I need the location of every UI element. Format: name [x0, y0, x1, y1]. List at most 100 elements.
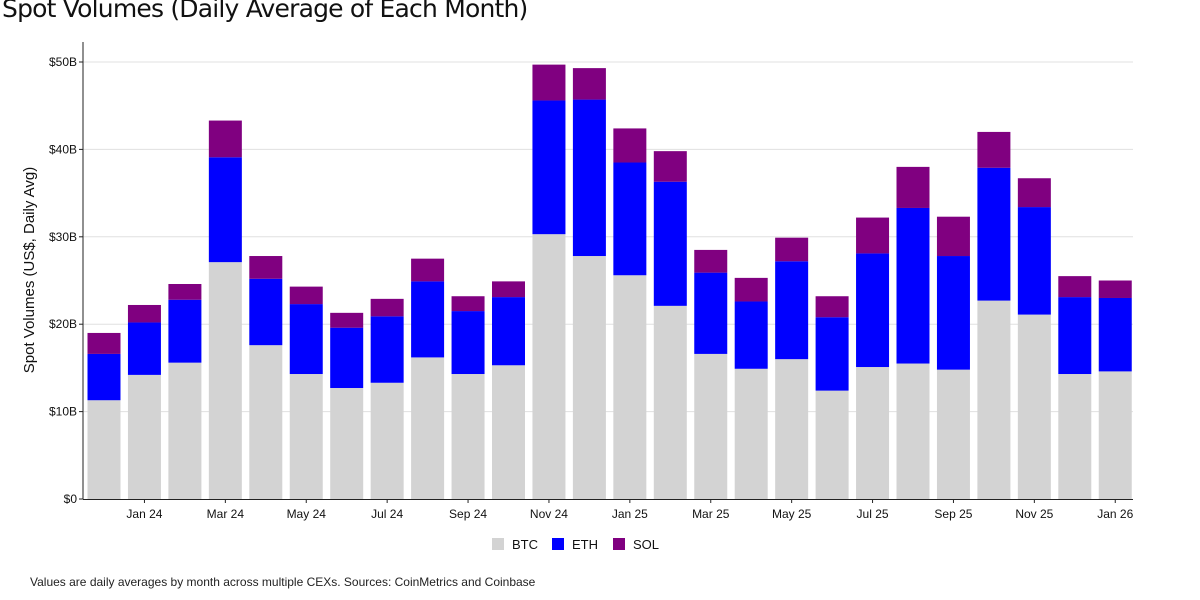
bar-stack [977, 131, 1011, 499]
y-tick-label: $20B [49, 317, 77, 331]
bar-sol [572, 68, 606, 100]
bar-btc [1098, 371, 1132, 499]
bar-stack [370, 298, 404, 499]
bar-eth [451, 311, 485, 375]
bar-btc [168, 362, 202, 499]
bar-stack [694, 249, 728, 499]
bar-eth [1058, 297, 1092, 375]
x-tick-label: May 25 [772, 507, 812, 521]
bar-stack [249, 256, 283, 499]
y-tick-label: $30B [49, 230, 77, 244]
bar-stack [168, 283, 202, 499]
bar-sol [492, 281, 525, 298]
legend-swatch [492, 538, 504, 550]
legend-swatch [552, 538, 564, 550]
bar-btc [815, 390, 849, 499]
y-tick-labels: $0 $10B $20B $30B $40B $50B [49, 55, 83, 506]
legend-label: BTC [512, 537, 538, 552]
y-tick-label: $0 [64, 492, 78, 506]
bar-sol [694, 249, 728, 273]
bar-eth [694, 272, 728, 354]
legend-item-eth: ETH [552, 537, 598, 552]
bar-stack [613, 128, 647, 499]
bar-btc [734, 368, 768, 499]
bar-btc [249, 345, 283, 499]
x-tick-label: Mar 25 [692, 507, 730, 521]
bar-eth [775, 261, 809, 360]
bar-btc [492, 365, 525, 499]
source-footnote: Values are daily averages by month acros… [30, 575, 536, 589]
bar-eth [249, 278, 283, 346]
bar-eth [411, 281, 445, 358]
x-tick-labels: Jan 24 Mar 24 May 24 Jul 24 Sep 24 Nov 24 Jan … [126, 499, 1134, 521]
bar-stack [411, 258, 445, 499]
bar-btc [936, 369, 970, 499]
y-tick-label: $50B [49, 55, 77, 69]
x-tick-label: Jan 26 [1097, 507, 1133, 521]
bar-btc [694, 353, 728, 499]
x-tick-label: Nov 24 [530, 507, 568, 521]
bar-btc [1017, 314, 1051, 499]
bar-sol [532, 64, 566, 101]
bar-sol [208, 120, 242, 158]
bar-eth [653, 181, 687, 306]
bar-stack [775, 237, 809, 499]
bar-sol [653, 151, 687, 182]
bar-btc [613, 275, 647, 499]
bar-stack [896, 166, 930, 499]
bar-stack [127, 304, 161, 499]
bar-sol [168, 283, 202, 300]
bar-sol [411, 258, 445, 282]
legend-label: ETH [572, 537, 598, 552]
bar-btc [977, 300, 1011, 499]
bar-sol [451, 296, 485, 312]
bar-sol [936, 216, 970, 257]
legend-item-btc: BTC [492, 537, 538, 552]
chart-title: Spot Volumes (Daily Average of Each Mont… [2, 0, 528, 23]
x-tick-label: Jul 25 [857, 507, 889, 521]
bar-stack [532, 64, 566, 500]
bar-stack [87, 332, 121, 499]
legend-swatch [613, 538, 625, 550]
bar-stack [653, 151, 687, 499]
bar-stack [936, 216, 970, 499]
bar-btc [289, 374, 323, 499]
legend-item-sol: SOL [613, 537, 659, 552]
bar-btc [330, 388, 364, 499]
bar-sol [1098, 280, 1132, 298]
bar-stack [815, 296, 849, 499]
bar-stack [1017, 178, 1051, 499]
legend-label: SOL [633, 537, 659, 552]
y-tick-label: $10B [49, 405, 77, 419]
bar-stack [208, 120, 242, 499]
bar-sol [977, 131, 1011, 168]
bar-stack [451, 296, 485, 499]
x-tick-label: Mar 24 [207, 507, 245, 521]
bar-eth [1017, 207, 1051, 315]
bar-sol [815, 296, 849, 318]
bar-sol [775, 237, 809, 262]
bar-eth [936, 256, 970, 370]
x-tick-label: Jan 24 [126, 507, 162, 521]
bar-btc [1058, 374, 1092, 499]
bar-btc [532, 234, 566, 500]
x-tick-label: Sep 24 [449, 507, 487, 521]
bar-stack [492, 281, 525, 499]
bar-btc [856, 367, 890, 499]
bar-eth [289, 304, 323, 375]
bar-stack [330, 312, 364, 499]
bar-btc [572, 256, 606, 499]
x-tick-label: May 24 [287, 507, 327, 521]
bar-eth [977, 167, 1011, 301]
bar-eth [896, 207, 930, 364]
bar-stack [1098, 280, 1132, 499]
bar-btc [127, 374, 161, 499]
x-tick-label: Jul 24 [371, 507, 403, 521]
bar-eth [168, 299, 202, 363]
axes [82, 42, 1133, 500]
bar-eth [208, 157, 242, 263]
bar-eth [734, 301, 768, 369]
bar-eth [815, 317, 849, 391]
bar-sol [734, 277, 768, 302]
bar-btc [208, 262, 242, 499]
